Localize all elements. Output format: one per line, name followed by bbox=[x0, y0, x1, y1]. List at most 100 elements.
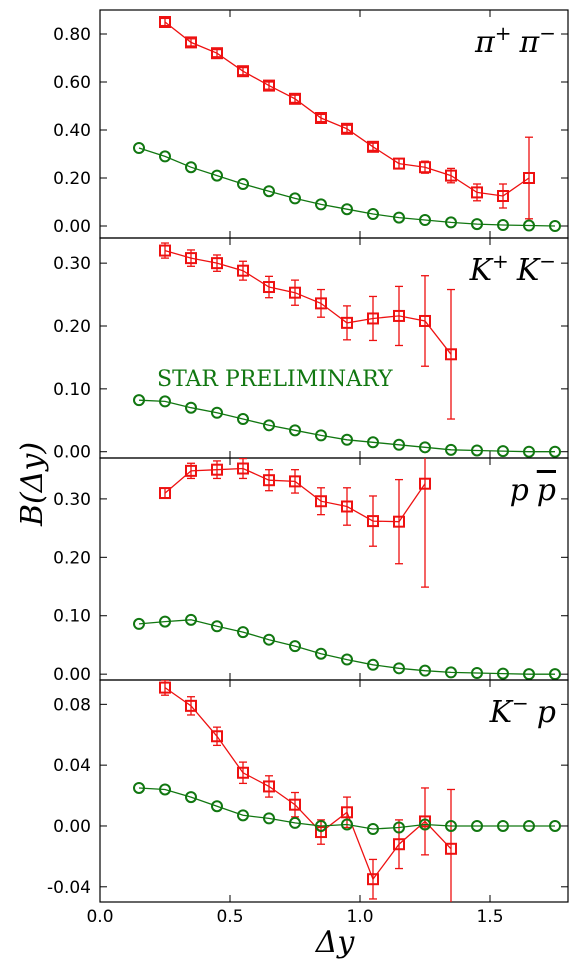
red-square-marker bbox=[289, 92, 301, 105]
red-square-marker bbox=[185, 699, 197, 712]
red-square-marker bbox=[263, 780, 275, 793]
red-square-marker bbox=[185, 36, 197, 49]
red-square-marker bbox=[367, 515, 379, 528]
green-circle-marker bbox=[237, 178, 249, 190]
green-circle-marker bbox=[497, 445, 509, 458]
red-square-marker bbox=[341, 122, 353, 135]
panel-label-part: p bbox=[537, 695, 556, 730]
panel-1: 0.000.200.400.600.80 π+ π− bbox=[53, 9, 569, 239]
x-tick-label: 1.0 bbox=[346, 907, 373, 927]
panels-layer: 0.000.200.400.600.80 π+ π−0.000.100.200.30… bbox=[47, 9, 569, 903]
green-circle-marker bbox=[211, 800, 223, 813]
panel-3: 0.00 0.10 0.20 0.30 p p bbox=[53, 457, 569, 685]
red-square-marker bbox=[393, 157, 405, 170]
red-square-marker bbox=[393, 838, 405, 851]
red-square-marker bbox=[341, 806, 353, 819]
red-square-marker bbox=[237, 462, 249, 475]
red-square-marker bbox=[471, 186, 483, 199]
green-circle-marker bbox=[263, 633, 275, 646]
panel-label: π+ π− bbox=[474, 21, 556, 60]
red-square-marker bbox=[419, 161, 431, 174]
red-square-marker bbox=[393, 515, 405, 528]
red-square-marker bbox=[211, 257, 223, 270]
panel-data bbox=[133, 242, 561, 458]
red-square-marker bbox=[237, 65, 249, 78]
red-square-marker bbox=[211, 730, 223, 743]
panel-label-part: π bbox=[474, 25, 496, 60]
red-square-marker bbox=[237, 264, 249, 277]
y-axis-label: B(Δy) bbox=[15, 442, 50, 527]
green-circle-marker bbox=[237, 413, 249, 426]
red-square-marker bbox=[211, 463, 223, 476]
red-square-marker bbox=[289, 286, 301, 299]
green-circle-marker bbox=[289, 192, 301, 205]
green-circle-marker bbox=[289, 424, 301, 437]
y-tick-label: 0.00 bbox=[53, 217, 91, 237]
green-circle-marker bbox=[211, 406, 223, 419]
y-tick-label: 0.20 bbox=[53, 548, 91, 568]
green-circle-marker bbox=[237, 626, 249, 639]
red-square-marker bbox=[367, 140, 379, 153]
green-circle-marker bbox=[133, 394, 145, 407]
green-circle-marker bbox=[497, 819, 509, 832]
panel-2: 0.000.100.200.30 K+ K− bbox=[53, 237, 569, 463]
red-square-marker bbox=[341, 316, 353, 329]
y-tick-label: -0.04 bbox=[47, 878, 91, 898]
green-circle-marker bbox=[185, 791, 197, 804]
panel-data bbox=[133, 16, 561, 232]
y-tick-label: 0.20 bbox=[53, 169, 91, 189]
red-square-marker bbox=[159, 681, 171, 694]
green-circle-marker bbox=[497, 667, 509, 680]
panel-data bbox=[133, 680, 561, 902]
panel-frame bbox=[99, 679, 569, 903]
green-circle-marker bbox=[263, 812, 275, 825]
green-circle-marker bbox=[185, 401, 197, 414]
green-circle-marker bbox=[419, 441, 431, 454]
red-series-line bbox=[164, 687, 452, 881]
panel-label-part: p bbox=[537, 473, 556, 508]
green-circle-marker bbox=[419, 214, 431, 226]
green-circle-marker bbox=[419, 664, 431, 677]
green-circle-marker bbox=[341, 203, 353, 216]
red-square-marker bbox=[445, 348, 457, 361]
red-square-marker bbox=[289, 798, 301, 811]
green-series-line bbox=[138, 399, 555, 453]
x-tick-label: 0.0 bbox=[86, 907, 113, 927]
y-tick-label: 0.00 bbox=[53, 443, 91, 463]
y-tick-label: 0.10 bbox=[53, 607, 91, 627]
green-circle-marker bbox=[185, 161, 197, 174]
green-circle-marker bbox=[549, 445, 561, 458]
red-square-marker bbox=[159, 244, 171, 257]
green-circle-marker bbox=[263, 185, 275, 198]
star-preliminary-annotation: STAR PRELIMINARY bbox=[157, 367, 393, 392]
red-square-marker bbox=[393, 309, 405, 322]
green-circle-marker bbox=[211, 169, 223, 182]
panel-label: K− p bbox=[489, 691, 556, 730]
red-square-marker bbox=[315, 297, 327, 310]
red-square-marker bbox=[341, 500, 353, 513]
y-tick-label: 0.10 bbox=[53, 380, 91, 400]
green-circle-marker bbox=[237, 809, 249, 822]
y-tick-label: 0.30 bbox=[53, 254, 91, 274]
green-circle-marker bbox=[393, 662, 405, 675]
x-axis-label: Δy bbox=[315, 925, 356, 960]
red-square-marker bbox=[159, 16, 171, 28]
panel-label: K+ K− bbox=[469, 249, 556, 288]
green-circle-marker bbox=[445, 443, 457, 456]
green-circle-marker bbox=[159, 150, 171, 163]
green-circle-marker bbox=[315, 198, 327, 211]
red-square-marker bbox=[419, 477, 431, 490]
green-series-line bbox=[138, 787, 555, 830]
green-circle-marker bbox=[393, 821, 405, 834]
red-square-marker bbox=[445, 842, 457, 855]
panel-label-part: π bbox=[519, 25, 541, 60]
green-circle-marker bbox=[445, 819, 457, 832]
green-circle-marker bbox=[341, 818, 353, 831]
red-square-marker bbox=[497, 190, 509, 202]
panel-label-charge: + bbox=[492, 249, 509, 273]
red-square-marker bbox=[367, 312, 379, 325]
red-square-marker bbox=[315, 826, 327, 839]
red-square-marker bbox=[185, 252, 197, 265]
green-series-line bbox=[138, 147, 556, 227]
